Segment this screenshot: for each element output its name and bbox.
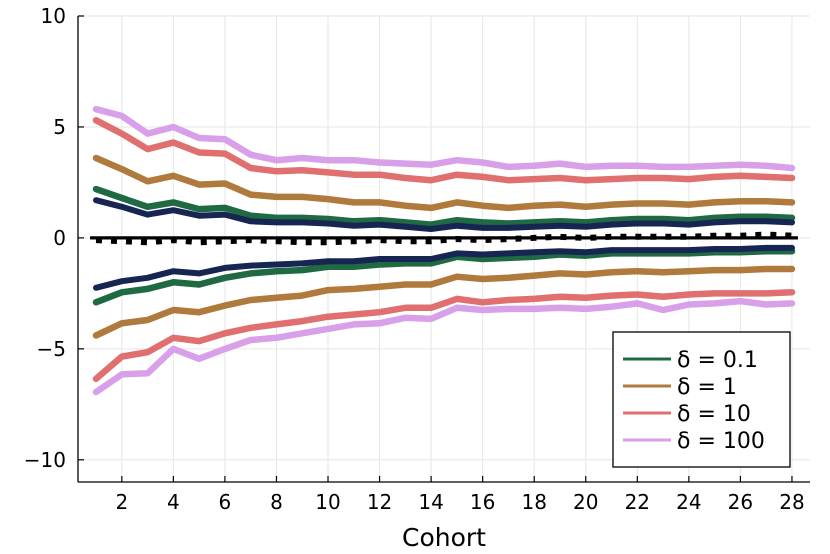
x-tick-label: 22 (625, 490, 650, 514)
series-line-lower (92, 289, 796, 383)
point-estimate-line (95, 231, 793, 246)
series-line-lower (92, 247, 796, 306)
series-line-upper (92, 105, 796, 172)
series-line-lower (92, 297, 796, 396)
x-axis-label: Cohort (402, 523, 486, 552)
legend-label: δ = 100 (677, 429, 765, 454)
band-line-upper (93, 197, 795, 232)
series-line-upper (92, 185, 796, 228)
y-tick-label: −10 (24, 448, 66, 472)
x-tick-label: 20 (573, 490, 598, 514)
series-line-lower (92, 265, 796, 339)
x-tick-label: 26 (728, 490, 753, 514)
x-tick-label: 24 (676, 490, 701, 514)
x-tick-label: 12 (367, 490, 392, 514)
y-tick-label: 10 (41, 4, 66, 28)
band-line-lower (93, 244, 795, 291)
series-line-upper (92, 154, 796, 212)
legend-label: δ = 1 (677, 375, 737, 400)
x-tick-label: 28 (779, 490, 804, 514)
legend: δ = 0.1δ = 1δ = 10δ = 100 (612, 331, 791, 468)
x-tick-label: 14 (418, 490, 443, 514)
x-tick-label: 18 (521, 490, 546, 514)
x-tick-label: 4 (167, 490, 180, 514)
legend-box (612, 331, 791, 468)
y-tick-label: −5 (37, 337, 66, 361)
x-tick-label: 2 (115, 490, 128, 514)
series-line-upper (92, 117, 796, 184)
y-tick-label: 0 (53, 226, 66, 250)
legend-label: δ = 10 (677, 402, 751, 427)
legend-label: δ = 0.1 (677, 348, 758, 373)
x-tick-label: 6 (219, 490, 232, 514)
x-tick-label: 8 (270, 490, 283, 514)
y-tick-label: 5 (53, 115, 66, 139)
x-tick-label: 16 (470, 490, 495, 514)
x-tick-label: 10 (315, 490, 340, 514)
plot-area (90, 105, 798, 396)
